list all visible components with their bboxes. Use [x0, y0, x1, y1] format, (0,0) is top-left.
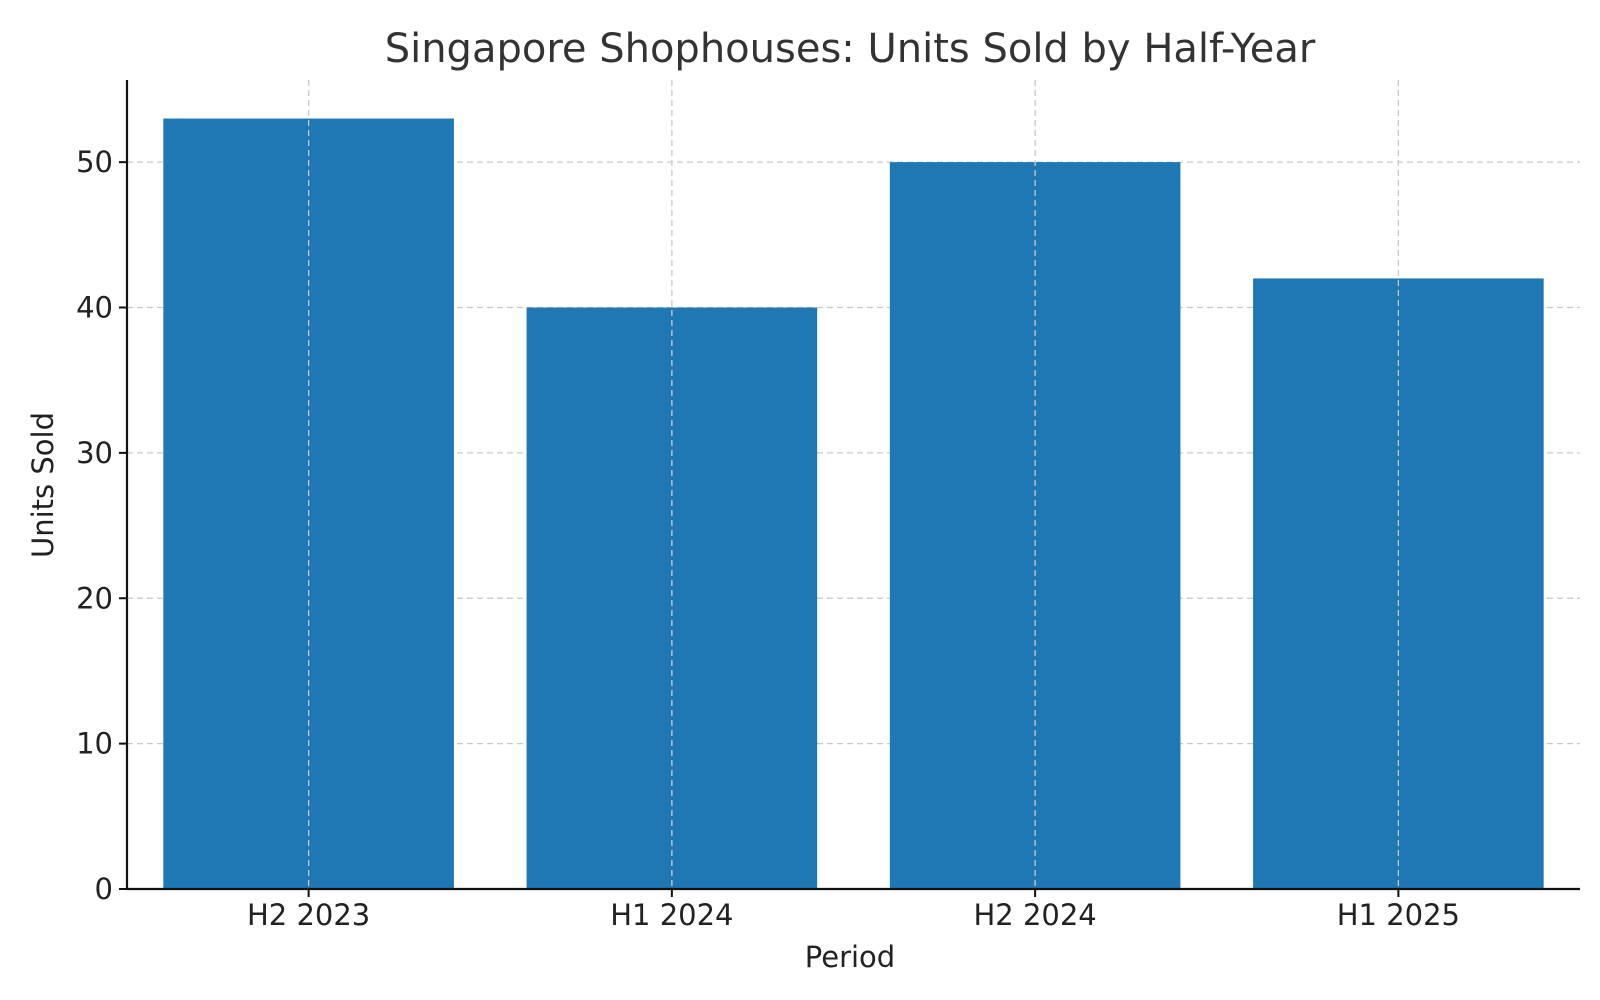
y-tick-label: 30: [76, 436, 113, 470]
vertical-grid-lines: [307, 80, 1400, 889]
chart-title: Singapore Shophouses: Units Sold by Half…: [385, 26, 1316, 72]
x-tick-label: H1 2024: [610, 898, 733, 932]
y-axis-ticks: 0 10 20 30 40 50: [76, 145, 127, 906]
x-axis-label: Period: [805, 940, 895, 974]
y-tick-label: 20: [76, 581, 113, 615]
y-tick-label: 10: [76, 727, 113, 761]
y-tick-label: 40: [76, 291, 113, 325]
x-axis-ticks: H2 2023 H1 2024 H2 2024 H1 2025: [247, 889, 1460, 932]
x-tick-label: H2 2023: [247, 898, 370, 932]
y-tick-label: 0: [95, 872, 113, 906]
y-axis-label: Units Sold: [26, 412, 60, 558]
x-tick-label: H2 2024: [973, 898, 1096, 932]
y-tick-label: 50: [76, 145, 113, 179]
x-tick-label: H1 2025: [1337, 898, 1460, 932]
